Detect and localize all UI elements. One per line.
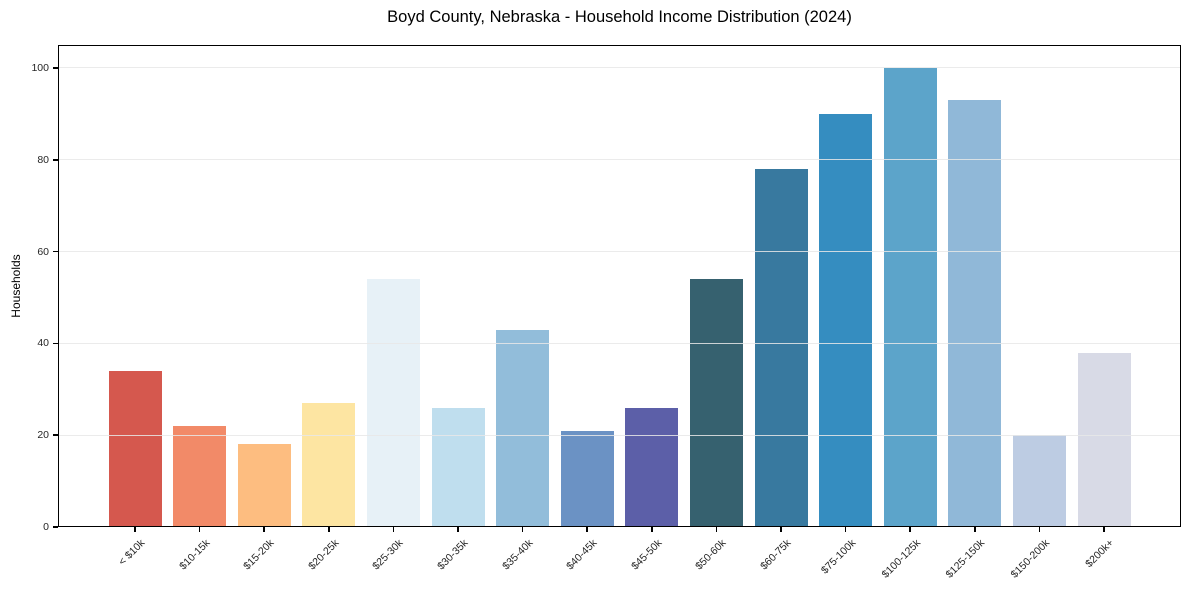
gridline-60 xyxy=(58,251,1181,253)
gridline-100 xyxy=(58,67,1181,69)
y-tick-label-40: 40 xyxy=(37,337,49,350)
x-tick-label-7: $35-40k xyxy=(499,537,536,573)
x-tick-label-11: $60-75k xyxy=(758,537,794,573)
x-tick-mark-3 xyxy=(263,527,265,532)
x-tick-mark-13 xyxy=(909,527,911,532)
x-tick-mark-7 xyxy=(521,527,524,532)
bar-13 xyxy=(883,67,937,527)
x-tick-mark-5 xyxy=(392,527,395,532)
bar-9 xyxy=(625,407,679,527)
y-tick-mark-40 xyxy=(53,342,58,345)
bar-10 xyxy=(689,279,743,527)
x-tick-label-10: $50-60k xyxy=(693,537,729,573)
bar-16 xyxy=(1077,352,1131,527)
x-tick-label-15: $150-200k xyxy=(1008,537,1052,581)
y-tick-mark-100 xyxy=(53,67,58,69)
x-tick-label-14: $125-150k xyxy=(943,537,988,581)
x-tick-mark-6 xyxy=(457,527,459,532)
x-tick-mark-12 xyxy=(844,527,847,532)
x-tick-mark-14 xyxy=(974,527,976,532)
y-tick-mark-20 xyxy=(53,434,58,436)
x-tick-mark-1 xyxy=(134,527,136,532)
y-tick-mark-80 xyxy=(53,159,58,161)
x-tick-mark-16 xyxy=(1103,527,1105,532)
bar-12 xyxy=(819,113,873,527)
x-tick-label-9: $45-50k xyxy=(628,537,665,573)
x-tick-mark-4 xyxy=(328,527,330,532)
x-tick-mark-9 xyxy=(651,527,653,532)
x-tick-mark-8 xyxy=(586,527,588,532)
x-tick-label-12: $75-100k xyxy=(818,537,859,577)
gridline-40 xyxy=(58,342,1181,344)
bar-3 xyxy=(237,444,291,527)
bar-8 xyxy=(560,430,614,527)
bar-15 xyxy=(1012,435,1066,527)
x-tick-mark-11 xyxy=(780,527,782,532)
y-axis-label: Households xyxy=(9,254,23,318)
x-tick-label-5: $25-30k xyxy=(370,537,406,573)
x-tick-label-13: $100-125k xyxy=(879,537,923,581)
y-tick-label-100: 100 xyxy=(31,61,49,74)
x-tick-label-3: $15-20k xyxy=(241,537,277,573)
plot-area: 0 20 40 60 80 100 < $10k $10-15k $15-20k $20-25k $… xyxy=(31,45,1181,581)
bar-4 xyxy=(302,403,356,527)
chart-title: Boyd County, Nebraska - Household Income… xyxy=(387,8,852,26)
x-tick-mark-2 xyxy=(198,527,201,532)
bar-2 xyxy=(173,426,227,527)
bar-11 xyxy=(754,168,808,527)
bar-7 xyxy=(496,329,550,527)
y-tick-label-80: 80 xyxy=(37,153,49,166)
x-tick-label-6: $30-35k xyxy=(435,537,471,573)
bar-6 xyxy=(431,407,485,527)
bar-5 xyxy=(366,279,420,527)
bar-14 xyxy=(948,100,1002,527)
bar-1 xyxy=(108,370,162,527)
x-tick-label-16: $200k+ xyxy=(1083,537,1117,571)
x-tick-label-2: $10-15k xyxy=(176,537,213,573)
x-tick-mark-15 xyxy=(1038,527,1041,532)
gridline-20 xyxy=(58,434,1181,436)
x-tick-label-8: $40-45k xyxy=(564,537,600,573)
gridline-80 xyxy=(58,159,1181,161)
y-tick-label-20: 20 xyxy=(37,428,49,441)
y-tick-mark-60 xyxy=(53,250,58,253)
y-tick-label-0: 0 xyxy=(43,520,49,533)
x-tick-label-1: < $10k xyxy=(116,537,148,568)
y-tick-label-60: 60 xyxy=(37,245,49,258)
x-tick-label-4: $20-25k xyxy=(305,537,342,573)
x-tick-mark-10 xyxy=(715,527,718,532)
y-tick-mark-0 xyxy=(53,526,58,528)
